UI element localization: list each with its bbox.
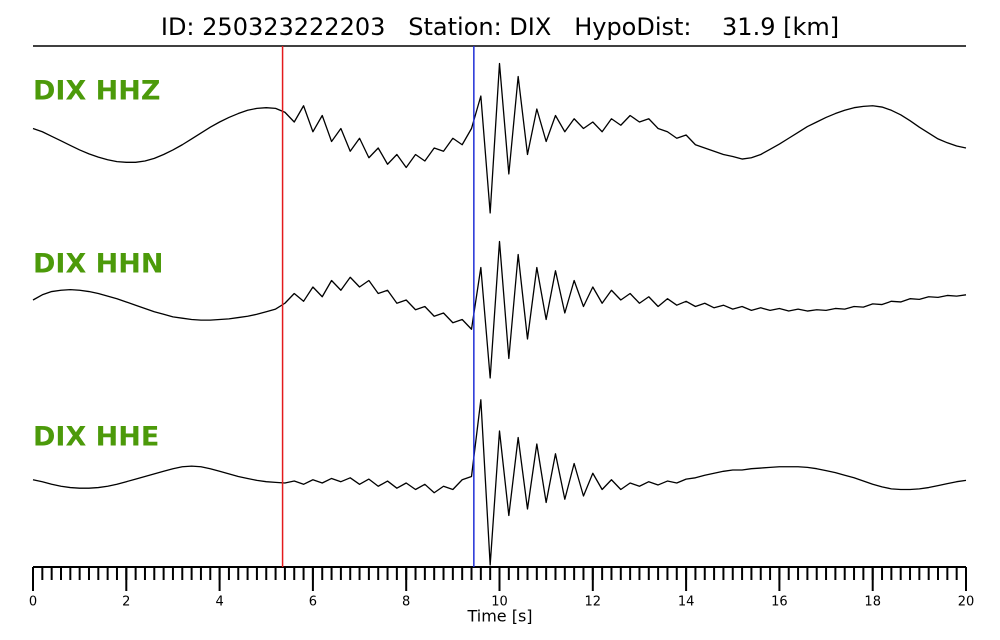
trace-name: DIX HHZ — [33, 76, 160, 107]
waveform — [32, 62, 967, 214]
waveform — [32, 240, 967, 379]
x-tick-label: 10 — [491, 595, 508, 610]
x-tick-label: 6 — [309, 595, 317, 610]
x-tick-label: 16 — [771, 595, 788, 610]
x-tick-label: 20 — [958, 595, 975, 610]
x-tick-label: 14 — [678, 595, 695, 610]
x-axis-label: Time [s] — [466, 607, 532, 626]
x-tick-label: 12 — [585, 595, 602, 610]
x-tick-label: 0 — [29, 595, 37, 610]
x-tick-label: 4 — [215, 595, 223, 610]
trace-name: DIX HHE — [33, 422, 159, 453]
waveform — [32, 399, 967, 566]
trace-name: DIX HHN — [33, 249, 163, 280]
x-tick-label: 18 — [864, 595, 881, 610]
chart-title: ID: 250323222203 Station: DIX HypoDist: … — [161, 13, 839, 41]
x-tick-label: 8 — [402, 595, 410, 610]
x-tick-label: 2 — [122, 595, 130, 610]
